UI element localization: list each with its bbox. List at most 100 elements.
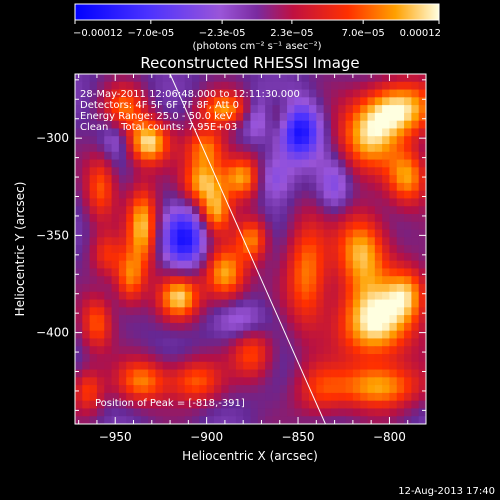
heatmap-cell: [367, 167, 376, 176]
heatmap-cell: [206, 89, 215, 98]
heatmap-cell: [309, 291, 317, 301]
heatmap-cell: [155, 354, 164, 363]
heatmap-cell: [111, 237, 120, 246]
heatmap-cell: [374, 74, 383, 83]
heatmap-cell: [126, 369, 135, 378]
heatmap-cell: [352, 136, 361, 145]
heatmap-cell: [155, 105, 164, 114]
heatmap-cell: [170, 346, 178, 355]
heatmap-cell: [133, 182, 142, 192]
heatmap-cell: [199, 338, 208, 347]
heatmap-cell: [111, 175, 120, 184]
heatmap-cell: [221, 330, 230, 340]
heatmap-cell: [213, 346, 222, 355]
heatmap-cell: [177, 97, 186, 106]
heatmap-cell: [316, 151, 325, 161]
heatmap-cell: [257, 245, 266, 254]
heatmap-cell: [118, 206, 127, 215]
heatmap-cell: [228, 369, 237, 378]
heatmap-cell: [330, 346, 339, 355]
heatmap-cell: [235, 276, 244, 285]
heatmap-cell: [126, 416, 135, 424]
heatmap-cell: [338, 74, 347, 83]
heatmap-cell: [104, 89, 113, 98]
heatmap-cell: [330, 276, 339, 285]
heatmap-cell: [411, 299, 420, 308]
heatmap-cell: [126, 322, 135, 332]
heatmap-cell: [170, 112, 178, 122]
heatmap-cell: [279, 214, 288, 223]
heatmap-cell: [294, 330, 303, 340]
heatmap-cell: [396, 369, 405, 378]
heatmap-cell: [140, 252, 149, 262]
heatmap-cell: [367, 354, 376, 363]
heatmap-cell: [287, 151, 295, 161]
heatmap-cell: [404, 354, 412, 363]
heatmap-cell: [316, 112, 325, 122]
heatmap-cell: [294, 245, 303, 254]
heatmap-cell: [155, 307, 164, 316]
heatmap-cell: [338, 175, 347, 184]
heatmap-cell: [389, 237, 398, 246]
heatmap-cell: [206, 361, 215, 371]
heatmap-cell: [162, 159, 171, 168]
heatmap-cell: [250, 74, 259, 83]
heatmap-cell: [177, 159, 186, 168]
heatmap-cell: [162, 105, 171, 114]
heatmap-cell: [316, 175, 325, 184]
heatmap-cell: [294, 206, 303, 215]
heatmap-cell: [382, 369, 391, 378]
heatmap-cell: [104, 190, 113, 200]
y-tick-label: −300: [36, 131, 69, 145]
heatmap-cell: [389, 307, 398, 316]
heatmap-cell: [352, 260, 361, 270]
heatmap-cell: [75, 354, 83, 363]
heatmap-cell: [228, 120, 237, 130]
heatmap-cell: [170, 400, 178, 410]
heatmap-cell: [118, 144, 127, 153]
heatmap-cell: [140, 369, 149, 378]
heatmap-cell: [206, 245, 215, 254]
heatmap-cell: [96, 392, 105, 402]
heatmap-cell: [177, 221, 186, 231]
heatmap-cell: [374, 151, 383, 161]
heatmap-cell: [206, 416, 215, 424]
heatmap-cell: [177, 369, 186, 378]
heatmap-cell: [170, 354, 178, 363]
heatmap-cell: [352, 198, 361, 207]
colorbar: −0.00012 −7.0e-05 −2.3e-05 2.3e−05 7.0e−05 0.…: [73, 3, 441, 52]
heatmap-cell: [162, 151, 171, 161]
heatmap-cell: [75, 190, 83, 200]
heatmap-cell: [382, 237, 391, 246]
heatmap-cell: [309, 105, 317, 114]
heatmap-cell: [418, 128, 426, 137]
heatmap-cell: [192, 346, 200, 355]
heatmap-cell: [111, 299, 120, 308]
heatmap-cell: [148, 182, 157, 192]
heatmap-cell: [257, 252, 266, 262]
heatmap-cell: [265, 276, 274, 285]
heatmap-cell: [265, 159, 274, 168]
heatmap-cell: [118, 89, 127, 98]
heatmap-cell: [309, 307, 317, 316]
heatmap-cell: [243, 206, 252, 215]
heatmap-cell: [235, 190, 244, 200]
heatmap-cell: [250, 252, 259, 262]
heatmap-cell: [257, 89, 266, 98]
heatmap-cell: [418, 400, 426, 410]
heatmap-cell: [316, 182, 325, 192]
heatmap-cell: [126, 214, 135, 223]
heatmap-cell: [323, 276, 332, 285]
heatmap-cell: [126, 361, 135, 371]
heatmap-cell: [75, 276, 83, 285]
heatmap-cell: [235, 400, 244, 410]
heatmap-cell: [367, 237, 376, 246]
heatmap-cell: [309, 112, 317, 122]
heatmap-cell: [140, 284, 149, 293]
heatmap-cell: [82, 307, 91, 316]
heatmap-cell: [221, 377, 230, 386]
heatmap-cell: [287, 97, 295, 106]
heatmap-cell: [140, 408, 149, 417]
heatmap-cell: [118, 291, 127, 301]
heatmap-cell: [206, 120, 215, 130]
